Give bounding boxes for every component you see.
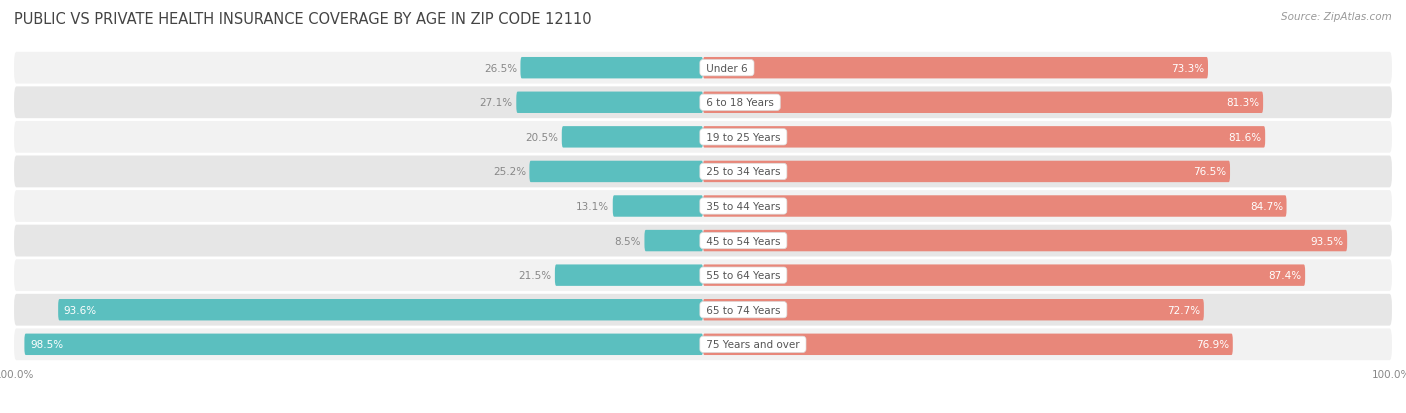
Text: 8.5%: 8.5%: [614, 236, 641, 246]
FancyBboxPatch shape: [14, 53, 1392, 84]
Text: 76.9%: 76.9%: [1197, 339, 1229, 349]
FancyBboxPatch shape: [14, 260, 1392, 291]
Text: 84.7%: 84.7%: [1250, 202, 1284, 211]
Text: 26.5%: 26.5%: [484, 64, 517, 74]
FancyBboxPatch shape: [516, 93, 703, 114]
FancyBboxPatch shape: [14, 225, 1392, 257]
Text: 21.5%: 21.5%: [519, 271, 551, 280]
Text: 76.5%: 76.5%: [1194, 167, 1226, 177]
Text: PUBLIC VS PRIVATE HEALTH INSURANCE COVERAGE BY AGE IN ZIP CODE 12110: PUBLIC VS PRIVATE HEALTH INSURANCE COVER…: [14, 12, 592, 27]
FancyBboxPatch shape: [703, 93, 1263, 114]
FancyBboxPatch shape: [24, 334, 703, 355]
FancyBboxPatch shape: [14, 156, 1392, 188]
Text: 65 to 74 Years: 65 to 74 Years: [703, 305, 783, 315]
FancyBboxPatch shape: [562, 127, 703, 148]
Text: 72.7%: 72.7%: [1167, 305, 1201, 315]
FancyBboxPatch shape: [14, 87, 1392, 119]
FancyBboxPatch shape: [703, 334, 1233, 355]
Text: Source: ZipAtlas.com: Source: ZipAtlas.com: [1281, 12, 1392, 22]
Text: 25.2%: 25.2%: [494, 167, 526, 177]
Text: 20.5%: 20.5%: [526, 133, 558, 142]
Text: 93.5%: 93.5%: [1310, 236, 1344, 246]
Text: 81.6%: 81.6%: [1229, 133, 1261, 142]
Text: 73.3%: 73.3%: [1171, 64, 1205, 74]
FancyBboxPatch shape: [703, 299, 1204, 320]
FancyBboxPatch shape: [530, 161, 703, 183]
FancyBboxPatch shape: [703, 230, 1347, 252]
Text: Under 6: Under 6: [703, 64, 751, 74]
FancyBboxPatch shape: [520, 58, 703, 79]
FancyBboxPatch shape: [613, 196, 703, 217]
Text: 35 to 44 Years: 35 to 44 Years: [703, 202, 783, 211]
FancyBboxPatch shape: [644, 230, 703, 252]
FancyBboxPatch shape: [14, 329, 1392, 360]
FancyBboxPatch shape: [703, 265, 1305, 286]
FancyBboxPatch shape: [703, 58, 1208, 79]
Text: 13.1%: 13.1%: [576, 202, 609, 211]
Text: 6 to 18 Years: 6 to 18 Years: [703, 98, 778, 108]
Text: 19 to 25 Years: 19 to 25 Years: [703, 133, 783, 142]
Text: 98.5%: 98.5%: [30, 339, 63, 349]
FancyBboxPatch shape: [555, 265, 703, 286]
Text: 81.3%: 81.3%: [1226, 98, 1260, 108]
Text: 25 to 34 Years: 25 to 34 Years: [703, 167, 783, 177]
Text: 87.4%: 87.4%: [1268, 271, 1302, 280]
Text: 27.1%: 27.1%: [479, 98, 513, 108]
FancyBboxPatch shape: [703, 196, 1286, 217]
FancyBboxPatch shape: [14, 294, 1392, 326]
Text: 75 Years and over: 75 Years and over: [703, 339, 803, 349]
FancyBboxPatch shape: [703, 127, 1265, 148]
Text: 45 to 54 Years: 45 to 54 Years: [703, 236, 783, 246]
FancyBboxPatch shape: [14, 122, 1392, 153]
FancyBboxPatch shape: [14, 191, 1392, 222]
Text: 55 to 64 Years: 55 to 64 Years: [703, 271, 783, 280]
FancyBboxPatch shape: [58, 299, 703, 320]
Text: 93.6%: 93.6%: [63, 305, 97, 315]
FancyBboxPatch shape: [703, 161, 1230, 183]
